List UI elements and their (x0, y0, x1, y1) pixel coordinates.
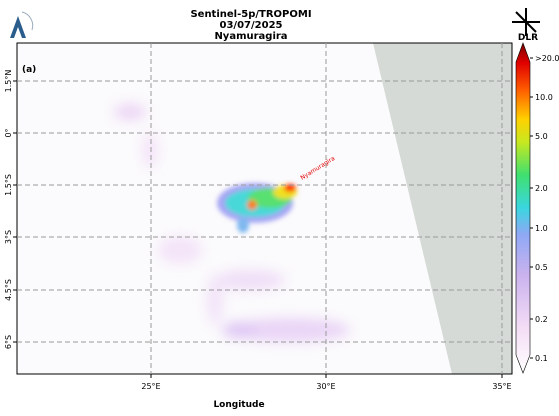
colorbar-label: >20.0 (535, 54, 559, 63)
colorbar-label: 0.1 (535, 354, 548, 363)
x-tick-label: 35°E (492, 382, 511, 391)
no-data-swath (373, 43, 512, 374)
colorbar (515, 42, 531, 374)
y-tick-label: 3°S (4, 230, 13, 244)
title-line: Sentinel-5p/TROPOMI (190, 9, 311, 20)
dlr-logo (512, 8, 540, 36)
y-tick-label: 1.5°N (4, 70, 13, 93)
map-frame (16, 42, 513, 375)
x-tick-label: 30°E (316, 382, 335, 391)
y-tick-label: 4.5°S (4, 279, 13, 301)
colorbar-label: 5.0 (535, 132, 548, 141)
colorbar-label: 0.5 (535, 263, 548, 272)
colorbar-label: 0.2 (535, 315, 548, 324)
volcanic-plume (217, 183, 297, 233)
y-tick-label: 6°S (4, 335, 13, 349)
x-tick-label: 25°E (141, 382, 160, 391)
agency-logo (10, 11, 34, 38)
colorbar-label: 10.0 (535, 93, 553, 102)
title-line: Nyamuragira (214, 31, 287, 42)
logo-text: DLR (518, 33, 538, 43)
colorbar-label: 2.0 (535, 184, 548, 193)
panel-label: (a) (22, 65, 36, 75)
x-axis-label: Longitude (213, 400, 264, 410)
colorbar-label: 1.0 (535, 224, 548, 233)
map-area (17, 43, 512, 374)
y-tick-label: 1.5°S (4, 174, 13, 196)
y-tick-label: 0° (4, 128, 13, 137)
title-line: 03/07/2025 (220, 20, 283, 31)
background-plume (114, 104, 350, 342)
